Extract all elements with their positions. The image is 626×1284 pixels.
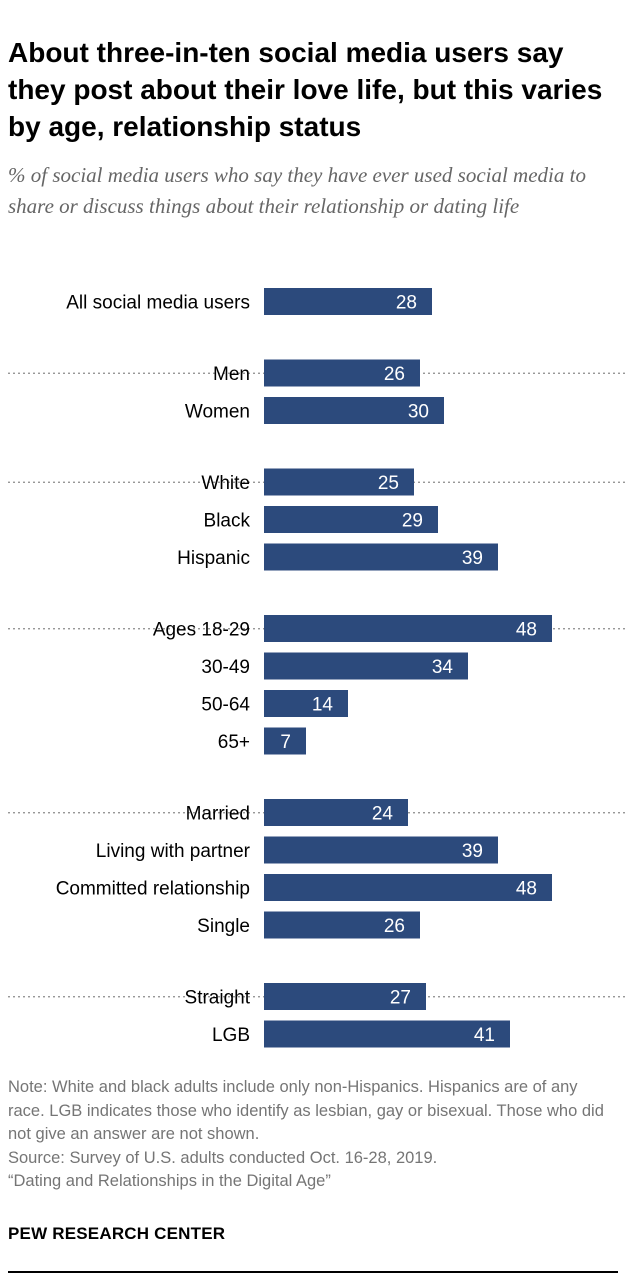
- value-label: 26: [384, 364, 405, 385]
- bar: [264, 727, 306, 755]
- category-label: Living with partner: [96, 841, 251, 862]
- bar: [264, 1020, 510, 1048]
- value-label: 39: [462, 548, 483, 569]
- category-label: White: [201, 473, 250, 494]
- chart-title: About three-in-ten social media users sa…: [8, 37, 603, 142]
- category-label: Hispanic: [177, 548, 250, 569]
- category-label: All social media users: [66, 293, 250, 314]
- bar: [264, 836, 498, 864]
- bar: [264, 799, 408, 826]
- category-label: Women: [185, 402, 250, 423]
- value-label: 28: [396, 293, 417, 314]
- bar: [264, 288, 432, 315]
- notes-block: Note: White and black adults include onl…: [8, 1076, 618, 1194]
- value-label: 30: [408, 402, 429, 423]
- category-label: Men: [213, 364, 250, 385]
- value-label: 48: [516, 620, 537, 641]
- bar: [264, 543, 498, 571]
- bar: [264, 874, 552, 901]
- value-label: 7: [280, 732, 291, 753]
- value-label: 34: [432, 657, 454, 678]
- bar-chart: All social media users 28 Men 26 Women 30 Whit…: [8, 288, 626, 1048]
- bar: [264, 506, 438, 533]
- value-label: 25: [378, 473, 399, 494]
- source-text: Source: Survey of U.S. adults conducted …: [8, 1148, 438, 1167]
- chart-subtitle: % of social media users who say they hav…: [8, 163, 586, 218]
- category-label: Straight: [185, 988, 251, 1009]
- bottom-rule: [8, 1271, 618, 1273]
- brand-logo-text: PEW RESEARCH CENTER: [8, 1224, 226, 1243]
- bar: [264, 359, 420, 387]
- bar: [264, 911, 420, 939]
- category-label: Married: [186, 804, 250, 825]
- bar: [264, 690, 348, 717]
- value-label: 26: [384, 916, 405, 937]
- bar: [264, 652, 468, 680]
- value-label: 29: [402, 511, 423, 532]
- bar: [264, 468, 414, 496]
- value-label: 14: [312, 695, 334, 716]
- report-title: “Dating and Relationships in the Digital…: [8, 1172, 331, 1190]
- value-label: 27: [390, 988, 411, 1009]
- category-label: LGB: [212, 1025, 250, 1046]
- value-label: 41: [474, 1025, 495, 1046]
- bar: [264, 397, 444, 424]
- bar: [264, 983, 426, 1010]
- value-label: 24: [372, 804, 394, 825]
- category-label: Committed relationship: [56, 879, 250, 900]
- category-label: 65+: [218, 732, 250, 753]
- value-label: 39: [462, 841, 483, 862]
- category-label: Ages 18-29: [153, 620, 250, 641]
- note-text: Note: White and black adults include onl…: [8, 1078, 609, 1143]
- category-label: Single: [197, 916, 250, 937]
- category-label: Black: [204, 511, 251, 532]
- value-label: 48: [516, 879, 537, 900]
- category-label: 30-49: [201, 657, 250, 678]
- category-label: 50-64: [201, 695, 250, 716]
- bar: [264, 615, 552, 642]
